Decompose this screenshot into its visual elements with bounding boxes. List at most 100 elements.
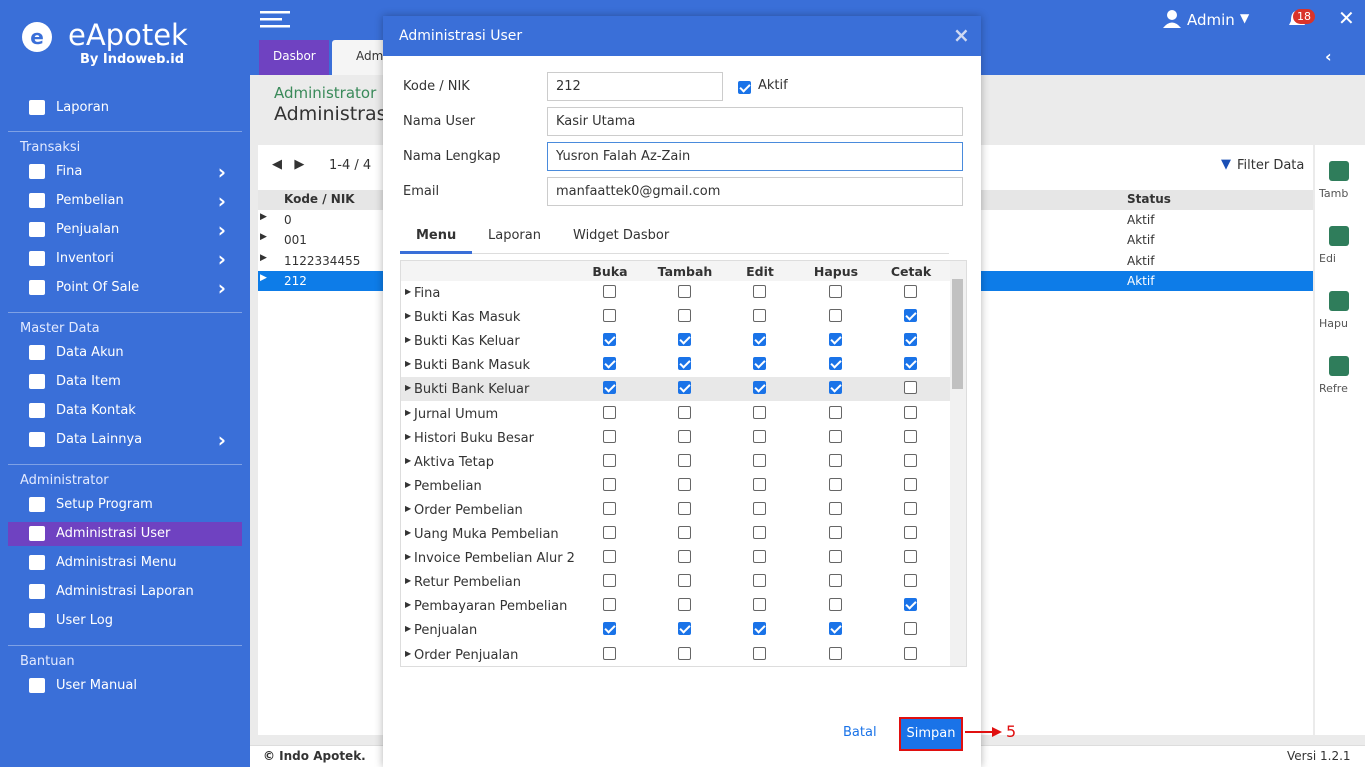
- permission-checkbox[interactable]: [904, 405, 917, 419]
- permission-checkbox[interactable]: [678, 357, 691, 371]
- row-expander[interactable]: ▶: [405, 648, 412, 658]
- permission-checkbox[interactable]: [678, 381, 691, 395]
- permission-checkbox[interactable]: [904, 501, 917, 515]
- permission-checkbox[interactable]: [603, 405, 616, 419]
- permission-checkbox[interactable]: [829, 429, 842, 443]
- row-expander[interactable]: ▶: [405, 359, 412, 369]
- nav-item[interactable]: User Manual: [8, 674, 242, 698]
- toolbar-icon[interactable]: [1329, 356, 1349, 376]
- modal-tab[interactable]: Menu: [400, 228, 473, 254]
- row-expander[interactable]: ▶: [405, 600, 412, 610]
- permission-checkbox[interactable]: [678, 309, 691, 323]
- row-expander[interactable]: ▶: [260, 252, 267, 263]
- nav-item[interactable]: Inventori ›: [8, 247, 242, 271]
- user-name[interactable]: Admin: [1187, 11, 1235, 29]
- row-expander[interactable]: ▶: [405, 503, 412, 513]
- permission-checkbox[interactable]: [904, 477, 917, 491]
- row-expander[interactable]: ▶: [260, 232, 267, 243]
- permission-checkbox[interactable]: [829, 357, 842, 371]
- tabs-scroll[interactable]: ‹: [1325, 47, 1332, 66]
- permission-checkbox[interactable]: [753, 309, 766, 323]
- row-expander[interactable]: ▶: [405, 624, 412, 634]
- permission-checkbox[interactable]: [678, 574, 691, 588]
- row-expander[interactable]: ▶: [260, 212, 267, 222]
- nav-item[interactable]: Penjualan ›: [8, 218, 242, 242]
- nav-item[interactable]: Administrasi User: [8, 522, 242, 546]
- tab[interactable]: Admi: [332, 40, 392, 75]
- toolbar-icon[interactable]: [1329, 291, 1349, 311]
- modal-close[interactable]: ×: [953, 23, 970, 47]
- permission-checkbox[interactable]: [603, 574, 616, 588]
- menu-toggle[interactable]: [260, 10, 292, 30]
- permission-checkbox[interactable]: [678, 622, 691, 636]
- permission-checkbox[interactable]: [603, 477, 616, 491]
- toolbar-label[interactable]: Refre: [1319, 382, 1348, 395]
- pager-prev[interactable]: ◀ ▶: [272, 157, 305, 172]
- row-expander[interactable]: ▶: [405, 552, 412, 562]
- nav-item[interactable]: Data Lainnya ›: [8, 428, 242, 452]
- permission-checkbox[interactable]: [753, 453, 766, 467]
- permission-checkbox[interactable]: [603, 598, 616, 612]
- permission-checkbox[interactable]: [753, 598, 766, 612]
- permission-checkbox[interactable]: [678, 501, 691, 515]
- permission-checkbox[interactable]: [829, 333, 842, 347]
- toolbar-icon[interactable]: [1329, 161, 1349, 181]
- row-expander[interactable]: ▶: [405, 576, 412, 586]
- permission-checkbox[interactable]: [829, 477, 842, 491]
- row-expander[interactable]: ▶: [405, 335, 412, 345]
- permission-checkbox[interactable]: [904, 622, 917, 636]
- filter-icon[interactable]: ▼: [1221, 157, 1231, 172]
- nav-item[interactable]: User Log: [8, 609, 242, 633]
- toolbar-icon[interactable]: [1329, 226, 1349, 246]
- permission-checkbox[interactable]: [753, 381, 766, 395]
- permission-checkbox[interactable]: [678, 333, 691, 347]
- nav-item[interactable]: Pembelian ›: [8, 189, 242, 213]
- permission-checkbox[interactable]: [829, 550, 842, 564]
- permission-checkbox[interactable]: [678, 550, 691, 564]
- text-input[interactable]: [547, 142, 963, 171]
- text-input[interactable]: [547, 107, 963, 136]
- active-checkbox[interactable]: [738, 81, 751, 94]
- permission-checkbox[interactable]: [678, 285, 691, 298]
- permission-checkbox[interactable]: [829, 598, 842, 612]
- nav-item[interactable]: Fina ›: [8, 160, 242, 184]
- modal-tab[interactable]: Laporan: [488, 228, 541, 243]
- scrollbar[interactable]: [950, 261, 966, 666]
- permission-checkbox[interactable]: [829, 526, 842, 539]
- permission-checkbox[interactable]: [603, 285, 616, 298]
- permission-checkbox[interactable]: [904, 646, 917, 660]
- user-caret[interactable]: ▼: [1240, 11, 1250, 25]
- nav-item[interactable]: Setup Program: [8, 493, 242, 517]
- row-expander[interactable]: ▶: [405, 407, 412, 417]
- permission-checkbox[interactable]: [678, 526, 691, 539]
- permission-checkbox[interactable]: [829, 309, 842, 323]
- permission-checkbox[interactable]: [603, 622, 616, 636]
- permission-checkbox[interactable]: [904, 285, 917, 298]
- permission-checkbox[interactable]: [678, 598, 691, 612]
- permission-checkbox[interactable]: [904, 550, 917, 564]
- permission-checkbox[interactable]: [753, 550, 766, 564]
- permission-checkbox[interactable]: [678, 405, 691, 419]
- permission-checkbox[interactable]: [753, 405, 766, 419]
- nav-item[interactable]: Laporan: [8, 96, 242, 120]
- grid-row[interactable]: ▶ 1122334455 Aktif: [258, 251, 1313, 271]
- permission-checkbox[interactable]: [753, 477, 766, 491]
- permission-checkbox[interactable]: [753, 574, 766, 588]
- permission-checkbox[interactable]: [753, 357, 766, 371]
- row-expander[interactable]: ▶: [405, 287, 412, 296]
- nav-item[interactable]: Point Of Sale ›: [8, 276, 242, 300]
- text-input[interactable]: [547, 72, 723, 101]
- cancel-button[interactable]: Batal: [843, 725, 877, 740]
- permission-checkbox[interactable]: [904, 453, 917, 467]
- nav-item[interactable]: Administrasi Laporan: [8, 580, 242, 604]
- nav-item[interactable]: Data Akun: [8, 341, 242, 365]
- permission-checkbox[interactable]: [603, 429, 616, 443]
- permission-checkbox[interactable]: [603, 501, 616, 515]
- nav-item[interactable]: Data Kontak: [8, 399, 242, 423]
- permission-checkbox[interactable]: [753, 333, 766, 347]
- permission-checkbox[interactable]: [904, 598, 917, 612]
- row-expander[interactable]: ▶: [260, 272, 267, 283]
- grid-row[interactable]: ▶ 0 Aktif: [258, 210, 1313, 230]
- permission-checkbox[interactable]: [603, 333, 616, 347]
- permission-checkbox[interactable]: [603, 550, 616, 564]
